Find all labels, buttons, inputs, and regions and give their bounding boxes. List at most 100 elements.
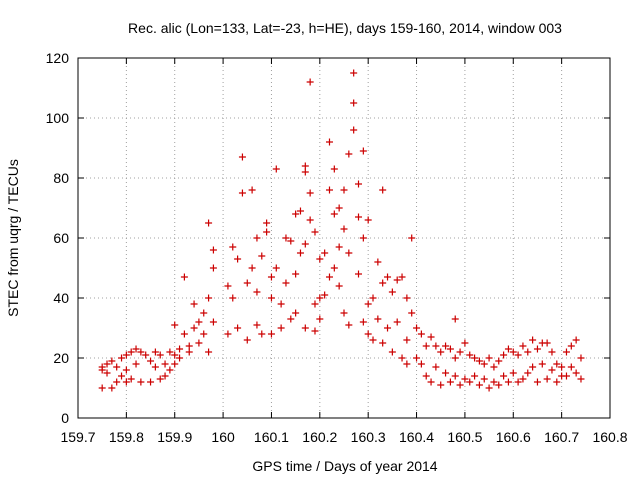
data-point — [287, 315, 295, 323]
data-point — [384, 273, 392, 281]
data-point — [427, 378, 435, 386]
data-point — [147, 378, 155, 386]
data-point — [543, 375, 551, 383]
data-point — [296, 249, 304, 257]
data-point — [524, 369, 532, 377]
data-point — [475, 357, 483, 365]
x-tick-label: 159.8 — [109, 429, 144, 445]
y-tick-label: 120 — [46, 50, 70, 66]
data-point — [398, 273, 406, 281]
data-point — [171, 351, 179, 359]
data-point — [103, 360, 111, 368]
data-point — [209, 246, 217, 254]
data-point — [509, 348, 517, 356]
x-axis-label: GPS time / Days of year 2014 — [252, 458, 437, 474]
data-point — [176, 345, 184, 353]
data-point — [335, 282, 343, 290]
data-point — [171, 321, 179, 329]
data-point — [301, 324, 309, 332]
data-point — [340, 225, 348, 233]
data-point — [359, 234, 367, 242]
data-point — [364, 300, 372, 308]
data-point — [311, 327, 319, 335]
data-point — [113, 363, 121, 371]
data-point — [108, 357, 116, 365]
data-point — [529, 363, 537, 371]
data-point — [200, 309, 208, 317]
x-tick-label: 160.8 — [592, 429, 627, 445]
data-point — [451, 372, 459, 380]
x-tick-label: 160.1 — [254, 429, 289, 445]
data-point — [446, 345, 454, 353]
data-point — [335, 243, 343, 251]
x-tick-label: 160.6 — [496, 429, 531, 445]
y-tick-label: 40 — [53, 290, 69, 306]
data-point — [205, 219, 213, 227]
data-point — [335, 204, 343, 212]
data-point — [553, 360, 561, 368]
data-point — [417, 360, 425, 368]
data-point — [437, 348, 445, 356]
data-point — [301, 168, 309, 176]
data-point — [229, 243, 237, 251]
data-point — [562, 348, 570, 356]
data-point — [514, 351, 522, 359]
data-point — [374, 258, 382, 266]
data-point — [205, 294, 213, 302]
data-point — [258, 330, 266, 338]
data-point — [350, 126, 358, 134]
data-point — [267, 330, 275, 338]
data-point — [369, 336, 377, 344]
data-point — [137, 378, 145, 386]
data-point — [321, 291, 329, 299]
data-point — [306, 78, 314, 86]
data-point — [543, 339, 551, 347]
data-point — [379, 186, 387, 194]
data-point — [311, 228, 319, 236]
data-point — [548, 348, 556, 356]
data-point — [272, 264, 280, 272]
data-point — [466, 378, 474, 386]
data-point — [562, 372, 570, 380]
data-point — [292, 309, 300, 317]
data-point — [456, 381, 464, 389]
data-point — [504, 378, 512, 386]
data-point — [432, 342, 440, 350]
data-point — [359, 147, 367, 155]
data-point — [403, 294, 411, 302]
data-point — [413, 324, 421, 332]
data-point — [388, 288, 396, 296]
grid — [78, 58, 610, 418]
data-point — [234, 324, 242, 332]
data-point — [345, 150, 353, 158]
data-point — [98, 366, 106, 374]
data-point — [524, 348, 532, 356]
data-point — [485, 384, 493, 392]
data-point — [490, 363, 498, 371]
data-point — [529, 336, 537, 344]
data-point — [122, 351, 130, 359]
x-axis-tick-labels: 159.7 159.8 159.9 160 160.1 160.2 160.3 160.4 16… — [60, 429, 627, 445]
data-point — [345, 321, 353, 329]
data-point — [224, 282, 232, 290]
data-point — [277, 324, 285, 332]
data-point — [127, 375, 135, 383]
data-point — [267, 294, 275, 302]
data-point — [461, 375, 469, 383]
data-point — [490, 378, 498, 386]
data-point — [180, 330, 188, 338]
data-point — [442, 342, 450, 350]
data-point — [485, 354, 493, 362]
data-point — [282, 279, 290, 287]
data-point — [475, 381, 483, 389]
data-point — [209, 318, 217, 326]
data-point — [253, 321, 261, 329]
data-point — [577, 375, 585, 383]
data-point — [519, 342, 527, 350]
y-tick-label: 80 — [53, 170, 69, 186]
data-point — [437, 381, 445, 389]
data-points — [98, 69, 585, 392]
data-point — [108, 384, 116, 392]
